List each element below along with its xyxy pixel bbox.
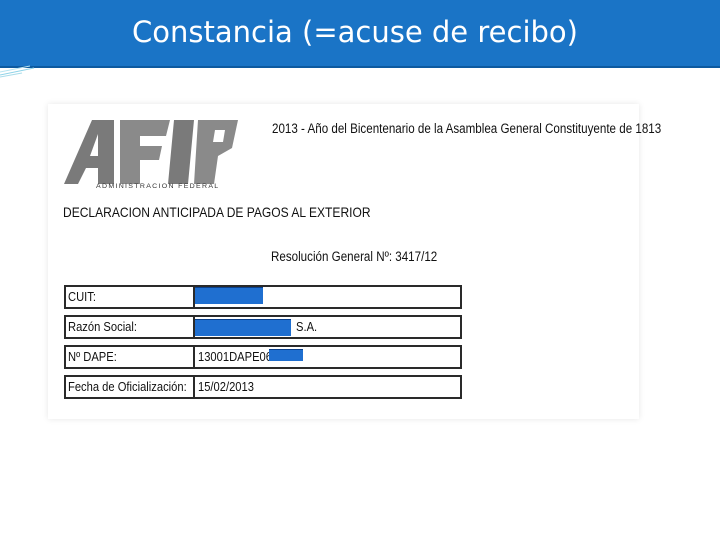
fields-table: CUIT: Razón Social: S.A. Nº DAPE: 13001D…: [64, 285, 462, 405]
document-heading: DECLARACION ANTICIPADA DE PAGOS AL EXTER…: [63, 204, 371, 220]
slide-title-bar: Constancia (=acuse de recibo): [0, 0, 720, 68]
field-value: S.A.: [195, 317, 460, 337]
field-row-razon-social: Razón Social: S.A.: [64, 315, 462, 339]
afip-logo: [64, 120, 238, 184]
field-value: 15/02/2013: [198, 379, 254, 394]
redaction-box: [195, 287, 263, 304]
field-row-cuit: CUIT:: [64, 285, 462, 309]
year-motto: 2013 - Año del Bicentenario de la Asambl…: [272, 121, 662, 136]
redaction-box: [269, 349, 303, 361]
field-label: Nº DAPE:: [66, 347, 195, 367]
field-label: Razón Social:: [66, 317, 195, 337]
field-label: Fecha de Oficialización:: [66, 377, 195, 397]
field-row-fecha: Fecha de Oficialización: 15/02/2013: [64, 375, 462, 399]
field-value: 13001DAPE06: [195, 347, 460, 367]
slide-title: Constancia (=acuse de recibo): [132, 15, 578, 49]
redaction-box: [195, 319, 291, 336]
field-value: [195, 287, 460, 307]
field-label: CUIT:: [66, 287, 195, 307]
logo-subtitle: ADMINISTRACION FEDERAL: [96, 183, 220, 190]
resolution-number: Resolución General Nº: 3417/12: [271, 249, 438, 264]
decorative-corner-lines: [0, 65, 35, 78]
field-row-dape: Nº DAPE: 13001DAPE06: [64, 345, 462, 369]
scanned-receipt-document: ADMINISTRACION FEDERAL 2013 - Año del Bi…: [48, 104, 661, 419]
